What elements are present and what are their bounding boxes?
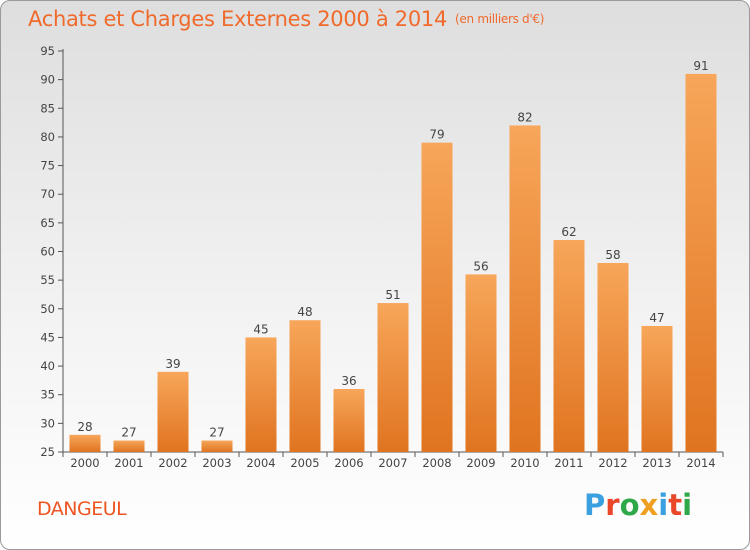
bar	[509, 125, 541, 452]
bar	[157, 371, 189, 452]
bar-value-label: 62	[561, 225, 576, 239]
x-tick-label: 2007	[378, 456, 407, 470]
y-tick-label: 60	[40, 245, 55, 259]
x-tick-label: 2005	[290, 456, 319, 470]
bar-value-label: 27	[209, 426, 224, 440]
logo-letter: o	[619, 488, 640, 522]
y-tick-label: 55	[40, 273, 55, 287]
place-name: DANGEUL	[37, 498, 127, 520]
bar-value-label: 48	[297, 305, 312, 319]
x-tick-label: 2009	[466, 456, 495, 470]
bar	[245, 337, 277, 452]
x-tick-label: 2008	[422, 456, 451, 470]
bar	[377, 303, 409, 452]
bar	[641, 325, 673, 452]
x-tick-label: 2010	[510, 456, 539, 470]
x-tick-label: 2012	[598, 456, 627, 470]
bar-value-label: 27	[121, 426, 136, 440]
y-tick-label: 80	[40, 130, 55, 144]
y-tick-label: 50	[40, 302, 55, 316]
chart-title: Achats et Charges Externes 2000 à 2014 (e…	[28, 7, 544, 31]
y-tick-label: 65	[40, 216, 55, 230]
bar-value-label: 58	[605, 248, 620, 262]
bar	[465, 274, 497, 452]
logo-letter: t	[668, 488, 683, 522]
bar	[597, 262, 629, 452]
bar-value-label: 28	[77, 420, 92, 434]
x-tick-label: 2001	[114, 456, 143, 470]
logo-letter: x	[639, 488, 659, 522]
x-tick-label: 2013	[642, 456, 671, 470]
proxiti-logo: Proxiti	[584, 488, 692, 522]
logo-letter: P	[584, 488, 606, 522]
y-tick-label: 40	[40, 359, 55, 373]
y-tick-label: 90	[40, 73, 55, 87]
logo-letter: i	[658, 488, 669, 522]
y-tick-label: 95	[40, 44, 55, 58]
bar	[421, 142, 453, 452]
y-tick-label: 75	[40, 159, 55, 173]
logo-letter: i	[682, 488, 693, 522]
x-tick-label: 2003	[202, 456, 231, 470]
bar-value-label: 45	[253, 322, 268, 336]
title-text: Achats et Charges Externes 2000 à 2014	[28, 7, 448, 31]
bar	[113, 440, 145, 452]
y-tick-label: 45	[40, 330, 55, 344]
bar-value-label: 39	[165, 357, 180, 371]
y-tick-label: 70	[40, 187, 55, 201]
title-unit: (en milliers d'€)	[455, 12, 545, 26]
bar-value-label: 79	[429, 128, 444, 142]
x-tick-label: 2004	[246, 456, 275, 470]
x-tick-label: 2006	[334, 456, 363, 470]
bar-value-label: 91	[693, 59, 708, 73]
x-tick-label: 2000	[70, 456, 99, 470]
y-tick-label: 85	[40, 101, 55, 115]
bar	[333, 388, 365, 452]
y-tick-label: 35	[40, 388, 55, 402]
bar	[553, 240, 585, 452]
bar	[685, 73, 717, 453]
bar-value-label: 36	[341, 374, 356, 388]
x-tick-label: 2014	[686, 456, 715, 470]
x-tick-label: 2002	[158, 456, 187, 470]
logo-letter: r	[605, 488, 620, 522]
bar	[201, 440, 233, 452]
bar	[289, 320, 321, 452]
bar-value-label: 47	[649, 311, 664, 325]
x-tick-label: 2011	[554, 456, 583, 470]
y-tick-label: 25	[40, 445, 55, 459]
y-tick-label: 30	[40, 416, 55, 430]
bar	[69, 434, 101, 452]
bar-value-label: 51	[385, 288, 400, 302]
bar-value-label: 56	[473, 259, 488, 273]
bar-value-label: 82	[517, 110, 532, 124]
